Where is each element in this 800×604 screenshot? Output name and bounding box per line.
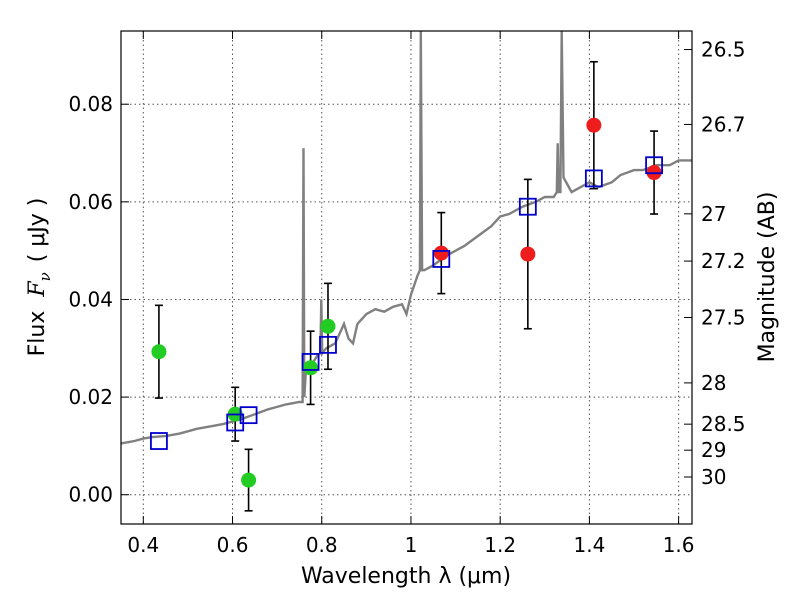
model-band-square bbox=[239, 406, 258, 425]
photometry-point bbox=[303, 360, 319, 376]
secondary-y-axis-label: Magnitude (AB) bbox=[755, 192, 780, 363]
photometry-point bbox=[151, 344, 167, 360]
data-markers bbox=[150, 60, 663, 512]
photometry-point bbox=[241, 472, 257, 488]
plot-frame bbox=[120, 30, 693, 525]
mag-tick-label: 28 bbox=[701, 371, 726, 395]
x-tick-label: 0.8 bbox=[306, 533, 338, 557]
mag-tick-label: 27.2 bbox=[701, 249, 746, 273]
photometry-point bbox=[520, 246, 536, 262]
x-tick-label: 1.6 bbox=[663, 533, 695, 557]
model-band-square bbox=[432, 250, 451, 268]
x-tick-label: 1.4 bbox=[573, 533, 605, 557]
model-band-square bbox=[319, 335, 337, 354]
model-band-square bbox=[301, 353, 320, 371]
y-tick-label: 0.00 bbox=[68, 483, 113, 507]
x-tick-label: 0.6 bbox=[217, 533, 249, 557]
mag-tick-label: 27 bbox=[701, 202, 726, 226]
photometry-point bbox=[320, 318, 336, 334]
model-spectrum-line bbox=[121, 31, 692, 445]
grid bbox=[121, 31, 692, 524]
photometry-point bbox=[433, 245, 449, 261]
x-tick-label: 0.4 bbox=[127, 533, 159, 557]
y-tick-label: 0.02 bbox=[68, 385, 113, 409]
y-tick-label: 0.04 bbox=[68, 287, 113, 311]
mag-tick-label: 29 bbox=[701, 438, 726, 462]
photometry-point bbox=[586, 117, 602, 133]
mag-tick-label: 26.7 bbox=[701, 112, 746, 136]
x-axis-label: Wavelength λ (μm) bbox=[301, 564, 511, 589]
mag-tick-label: 28.5 bbox=[701, 412, 746, 436]
axis-ticks: 0.4 0.6 0.8 1 1.2 1.4 1.6 0.00 0.02 0.04 0.06 0.08 2… bbox=[68, 31, 746, 557]
model-band-square bbox=[150, 432, 168, 450]
model-band-square bbox=[645, 156, 663, 175]
mag-tick-label: 27.5 bbox=[701, 305, 746, 329]
mag-tick-label: 26.5 bbox=[701, 38, 746, 62]
y-tick-label: 0.08 bbox=[68, 92, 113, 116]
model-band-square bbox=[584, 169, 603, 188]
x-tick-label: 1 bbox=[405, 533, 418, 557]
model-band-square bbox=[518, 197, 537, 216]
y-axis-label: FluxFν( μJy ) bbox=[25, 198, 54, 357]
mag-tick-label: 30 bbox=[701, 465, 726, 489]
y-tick-label: 0.06 bbox=[68, 190, 113, 214]
x-tick-label: 1.2 bbox=[484, 533, 516, 557]
